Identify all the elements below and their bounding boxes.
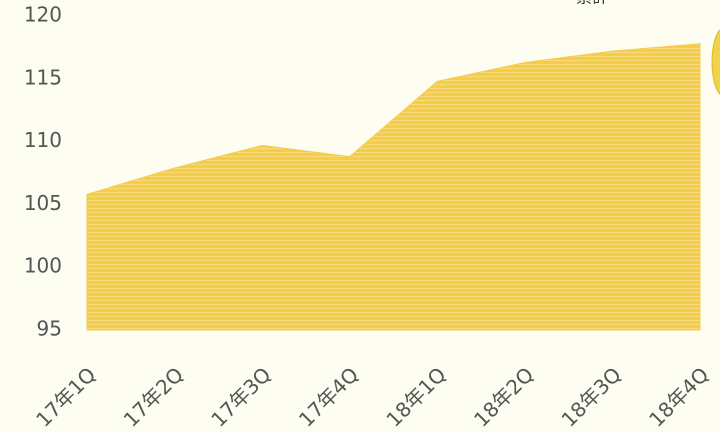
y-tick-label: 115 — [24, 65, 62, 89]
decoration — [711, 29, 720, 95]
y-tick-label: 95 — [37, 317, 62, 341]
annotation: 累計 — [576, 0, 608, 7]
area — [86, 43, 701, 331]
y-tick-label: 105 — [24, 191, 62, 215]
y-tick-label: 110 — [24, 128, 62, 152]
x-tick-label: 17年1Q — [31, 362, 100, 431]
x-tick-label: 18年2Q — [469, 362, 538, 431]
x-tick-label: 18年4Q — [644, 362, 713, 431]
x-tick-label: 18年3Q — [557, 362, 626, 431]
x-tick-label: 18年1Q — [381, 362, 450, 431]
x-tick-label: 17年2Q — [119, 362, 188, 431]
x-tick-label: 17年3Q — [206, 362, 275, 431]
y-tick-label: 120 — [24, 3, 62, 27]
y-tick-label: 100 — [24, 254, 62, 278]
x-tick-label: 17年4Q — [294, 362, 363, 431]
